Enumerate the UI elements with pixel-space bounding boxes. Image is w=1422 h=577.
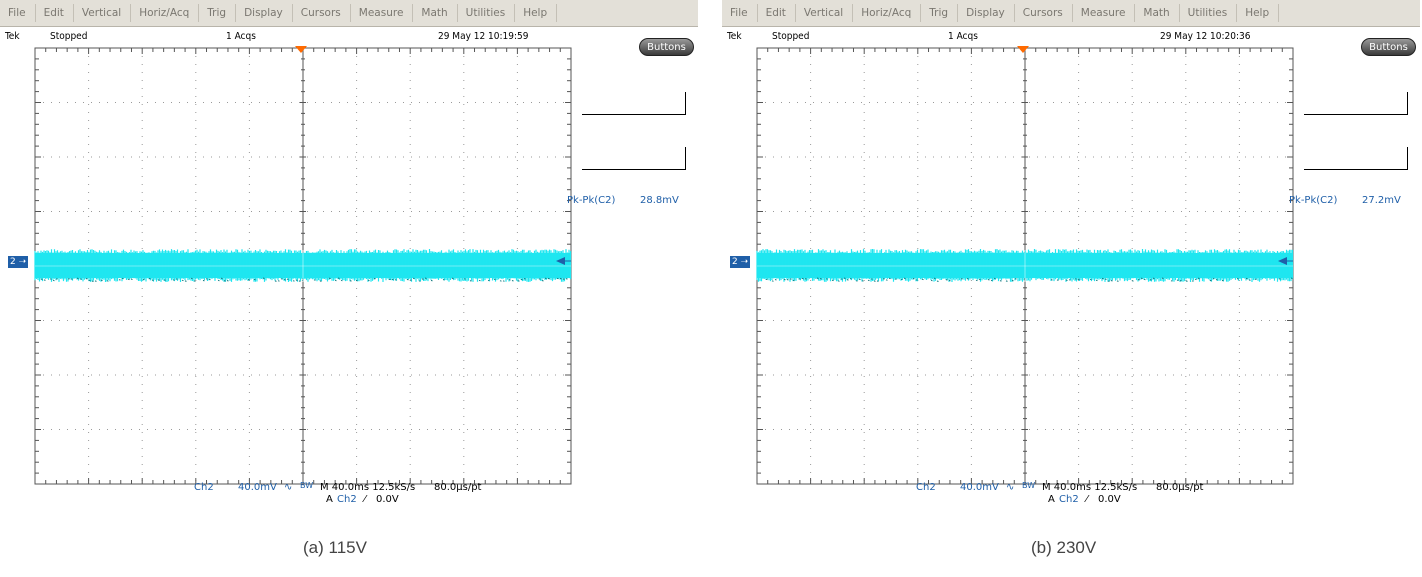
timestamp: 29 May 12 10:19:59 <box>438 31 529 42</box>
trigger-slope-icon: ⁄ <box>364 494 366 505</box>
buttons-button[interactable]: Buttons <box>639 38 694 56</box>
acquisition-count: 1 Acqs <box>226 31 256 42</box>
trigger-level[interactable]: 0.0V <box>1098 494 1121 505</box>
menu-help[interactable]: Help <box>1237 4 1280 22</box>
coupling-icon: ∿ <box>1006 482 1015 493</box>
measurement-label: Pk-Pk(C2) <box>1289 195 1338 206</box>
ch2-ground-marker[interactable]: 2 ➝ <box>8 256 28 268</box>
timebase[interactable]: M 40.0ms 12.5kS/s <box>1042 482 1138 493</box>
menu-horiz-acq[interactable]: Horiz/Acq <box>853 4 922 22</box>
trigger-position-marker <box>295 46 307 53</box>
vertical-scale[interactable]: 40.0mV <box>238 482 277 493</box>
bandwidth-limit-badge: BW <box>1022 481 1036 490</box>
measurement-label: Pk-Pk(C2) <box>567 195 616 206</box>
menu-math[interactable]: Math <box>413 4 458 22</box>
trigger-position-marker <box>1017 46 1029 53</box>
waveform-display <box>756 46 1294 485</box>
menu-display[interactable]: Display <box>958 4 1015 22</box>
acquisition-state: Stopped <box>772 31 810 42</box>
oscilloscope-screen-b: File Edit Vertical Horiz/Acq Trig Displa… <box>722 0 1420 520</box>
menu-bar: File Edit Vertical Horiz/Acq Trig Displa… <box>722 0 1420 27</box>
waveform-display <box>34 46 572 485</box>
timestamp: 29 May 12 10:20:36 <box>1160 31 1251 42</box>
menu-vertical[interactable]: Vertical <box>796 4 854 22</box>
ch2-waveform-trace <box>34 249 572 282</box>
readout-slot-2 <box>1304 147 1408 170</box>
trigger-slope-icon: ⁄ <box>1086 494 1088 505</box>
menu-trig[interactable]: Trig <box>921 4 959 22</box>
trigger-prefix: A <box>326 494 333 505</box>
trigger-source[interactable]: Ch2 <box>1059 494 1079 505</box>
menu-edit[interactable]: Edit <box>758 4 796 22</box>
acquisition-count: 1 Acqs <box>948 31 978 42</box>
buttons-button[interactable]: Buttons <box>1361 38 1416 56</box>
menu-measure[interactable]: Measure <box>351 4 414 22</box>
channel-label[interactable]: Ch2 <box>916 482 936 493</box>
menu-file[interactable]: File <box>722 4 758 22</box>
caption-b: (b) 230V <box>1031 538 1097 557</box>
sample-resolution: 80.0µs/pt <box>434 482 482 493</box>
brand-label: Tek <box>727 31 742 42</box>
menu-trig[interactable]: Trig <box>199 4 237 22</box>
menu-help[interactable]: Help <box>515 4 558 22</box>
menu-utilities[interactable]: Utilities <box>458 4 516 22</box>
trigger-level-arrow <box>556 257 565 265</box>
menu-math[interactable]: Math <box>1135 4 1180 22</box>
trigger-level-arrow <box>1278 257 1287 265</box>
menu-vertical[interactable]: Vertical <box>74 4 132 22</box>
menu-bar: File Edit Vertical Horiz/Acq Trig Displa… <box>0 0 698 27</box>
measurement-value: 27.2mV <box>1362 195 1401 206</box>
coupling-icon: ∿ <box>284 482 293 493</box>
trigger-source[interactable]: Ch2 <box>337 494 357 505</box>
menu-edit[interactable]: Edit <box>36 4 74 22</box>
menu-utilities[interactable]: Utilities <box>1180 4 1238 22</box>
bandwidth-limit-badge: BW <box>300 481 314 490</box>
menu-display[interactable]: Display <box>236 4 293 22</box>
menu-file[interactable]: File <box>0 4 36 22</box>
caption-a: (a) 115V <box>303 538 367 557</box>
sample-resolution: 80.0µs/pt <box>1156 482 1204 493</box>
menu-cursors[interactable]: Cursors <box>293 4 351 22</box>
timebase[interactable]: M 40.0ms 12.5kS/s <box>320 482 416 493</box>
menu-measure[interactable]: Measure <box>1073 4 1136 22</box>
ch2-ground-marker[interactable]: 2 ➝ <box>730 256 750 268</box>
menu-cursors[interactable]: Cursors <box>1015 4 1073 22</box>
readout-slot-1 <box>582 92 686 115</box>
readout-slot-2 <box>582 147 686 170</box>
trigger-prefix: A <box>1048 494 1055 505</box>
trigger-level[interactable]: 0.0V <box>376 494 399 505</box>
brand-label: Tek <box>5 31 20 42</box>
measurement-value: 28.8mV <box>640 195 679 206</box>
oscilloscope-screen-a: File Edit Vertical Horiz/Acq Trig Displa… <box>0 0 698 520</box>
vertical-scale[interactable]: 40.0mV <box>960 482 999 493</box>
acquisition-state: Stopped <box>50 31 88 42</box>
readout-slot-1 <box>1304 92 1408 115</box>
menu-horiz-acq[interactable]: Horiz/Acq <box>131 4 200 22</box>
ch2-waveform-trace <box>756 249 1294 282</box>
channel-label[interactable]: Ch2 <box>194 482 214 493</box>
